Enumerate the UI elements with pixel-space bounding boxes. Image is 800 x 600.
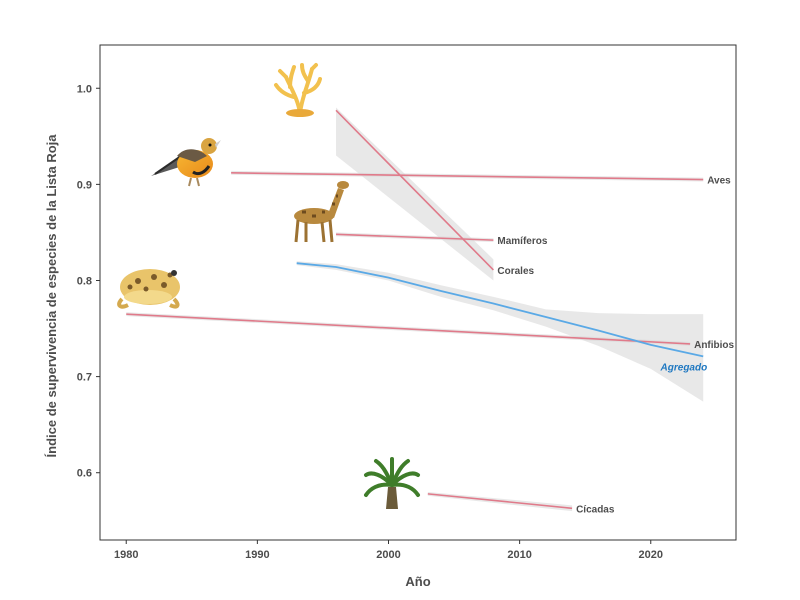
x-tick-label: 1980 (114, 549, 138, 561)
label-mamiferos: Mamíferos (497, 236, 547, 247)
x-tick-label: 2000 (376, 549, 400, 561)
x-tick-label: 1990 (245, 549, 269, 561)
line-cicadas (427, 493, 573, 510)
line-aves (231, 172, 704, 181)
line-agregado (296, 262, 704, 358)
bird-icon (151, 138, 221, 187)
line-anfibios (126, 313, 691, 345)
label-anfibios: Anfibios (694, 340, 734, 351)
x-axis-title: Año (405, 574, 430, 589)
label-corales: Corales (497, 266, 534, 277)
y-tick-label: 0.8 (77, 275, 92, 287)
band-agregado (296, 261, 704, 402)
coral-icon (274, 63, 322, 117)
axes: 1980 1990 2000 2010 2020 0.6 0.7 0.8 0.9 1.0 (77, 83, 663, 561)
series-lines (126, 109, 704, 510)
giraffe-icon (294, 181, 349, 243)
y-tick-label: 0.7 (77, 372, 92, 384)
series-labels: Aves Mamíferos Corales Anfibios Cícadas Agreg… (497, 176, 734, 516)
y-tick-label: 0.6 (77, 468, 92, 480)
line-mamiferos (336, 233, 494, 241)
y-axis-title: Índice de supervivencia de especies de l… (44, 134, 59, 458)
x-tick-label: 2020 (639, 549, 663, 561)
cycad-icon (364, 457, 420, 509)
label-agregado: Agregado (660, 362, 708, 373)
label-aves: Aves (707, 176, 731, 187)
line-corales (335, 109, 494, 271)
plot-panel (99, 44, 737, 541)
y-tick-label: 1.0 (77, 83, 92, 95)
x-tick-label: 2010 (507, 549, 531, 561)
label-cicadas: Cícadas (576, 504, 615, 515)
y-tick-label: 0.9 (77, 179, 92, 191)
frog-icon (117, 269, 180, 309)
